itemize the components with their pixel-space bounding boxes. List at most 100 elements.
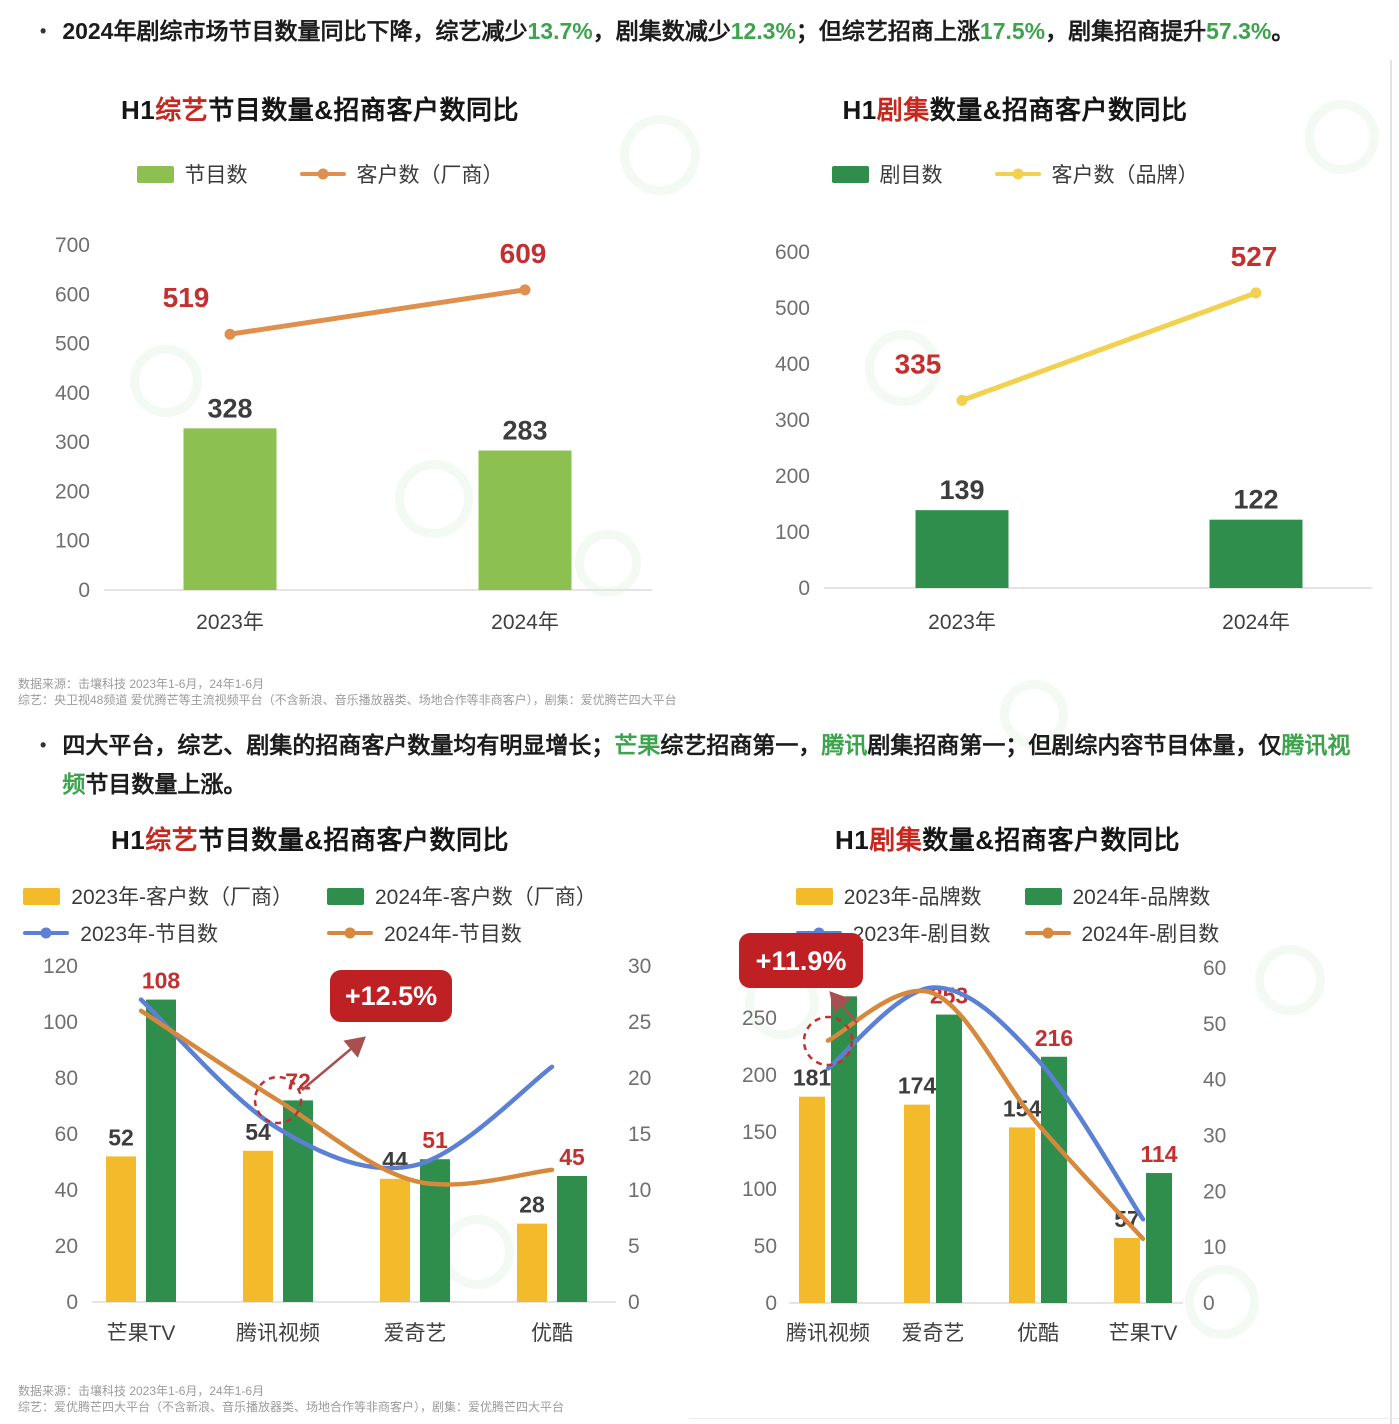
text-segment: 腾讯 <box>821 732 868 758</box>
legend-label: 2023年-品牌数 <box>843 886 982 909</box>
text-segment: 节目数量上涨。 <box>85 771 247 797</box>
svg-text:30: 30 <box>628 955 651 978</box>
chart-title: H1综艺节目数量&招商客户数同比 <box>30 90 610 127</box>
legend-label: 2023年-剧目数 <box>852 923 991 946</box>
bullet-point-2: • 四大平台，综艺、剧集的招商客户数量均有明显增长；芒果综艺招商第一，腾讯剧集招… <box>40 726 1362 804</box>
legend-item: 2023年-品牌数 <box>795 881 991 911</box>
svg-text:120: 120 <box>43 955 78 978</box>
legend-label: 2024年-节目数 <box>384 923 522 946</box>
bullet-text-1: 2024年剧综市场节目数量同比下降，综艺减少13.7%，剧集数减少12.3%；但… <box>62 12 1294 51</box>
legend-bar-swatch-icon <box>23 887 61 905</box>
legend-label: 客户数（品牌） <box>1051 164 1199 187</box>
text-segment: 剧集招商第一；但剧综内容节目体量，仅 <box>867 732 1282 758</box>
svg-text:+11.9%: +11.9% <box>756 946 847 976</box>
svg-text:51: 51 <box>422 1127 448 1153</box>
svg-text:2023年: 2023年 <box>928 611 996 634</box>
text-segment: H1 <box>110 825 146 855</box>
text-segment: 综艺 <box>155 95 209 125</box>
text-segment: 。 <box>1271 18 1295 44</box>
svg-text:335: 335 <box>895 348 942 379</box>
text-segment: 数量&招商客户数同比 <box>922 825 1181 855</box>
legend-label: 2024年-品牌数 <box>1072 886 1211 909</box>
text-segment: H1 <box>842 95 877 125</box>
text-segment: 57.3% <box>1206 18 1272 44</box>
svg-text:139: 139 <box>939 475 984 505</box>
legend-label: 客户数（厂商） <box>356 164 504 187</box>
chart-legend: 2023年-品牌数 2024年-品牌数 2023年-剧目数 2024年-剧目数 <box>725 881 1290 948</box>
text-segment: 节目数量&招商客户数同比 <box>198 825 510 855</box>
svg-text:100: 100 <box>55 530 90 553</box>
svg-text:10: 10 <box>628 1179 651 1202</box>
text-segment: 2024年剧综市场节目数量同比下降，综艺减少 <box>62 18 528 44</box>
svg-text:181: 181 <box>793 1065 832 1091</box>
data-source-note-top: 数据来源：击壤科技 2023年1-6月，24年1-6月 综艺：央卫视48频道 爱… <box>18 676 677 708</box>
svg-text:40: 40 <box>1203 1069 1226 1092</box>
svg-text:700: 700 <box>55 234 90 257</box>
svg-text:114: 114 <box>1140 1141 1177 1167</box>
svg-text:芒果TV: 芒果TV <box>1109 1322 1178 1345</box>
chart-title: H1剧集数量&招商客户数同比 <box>750 90 1280 127</box>
svg-text:0: 0 <box>66 1291 78 1314</box>
legend-line-marker-icon <box>327 927 373 939</box>
svg-text:60: 60 <box>1203 957 1226 980</box>
svg-text:25: 25 <box>628 1011 651 1034</box>
svg-text:优酷: 优酷 <box>1017 1322 1059 1345</box>
growth-badge: +12.5% <box>330 970 452 1022</box>
growth-badge: +11.9% <box>739 933 863 988</box>
svg-text:20: 20 <box>55 1235 78 1258</box>
svg-text:50: 50 <box>1203 1013 1226 1036</box>
svg-text:40: 40 <box>55 1179 78 1202</box>
svg-text:216: 216 <box>1035 1025 1073 1051</box>
source-line: 综艺：央卫视48频道 爱优腾芒等主流视频平台（不含新浪、音乐播放器类、场地合作等… <box>18 693 677 707</box>
svg-text:527: 527 <box>1231 241 1278 272</box>
svg-text:0: 0 <box>798 577 810 600</box>
text-segment: 节目数量&招商客户数同比 <box>208 95 520 125</box>
svg-text:100: 100 <box>775 521 810 544</box>
svg-text:174: 174 <box>898 1073 937 1099</box>
svg-text:500: 500 <box>775 297 810 320</box>
chart-title: H1综艺节目数量&招商客户数同比 <box>30 820 590 857</box>
legend-item: 2023年-客户数（厂商） <box>23 881 293 911</box>
svg-text:芒果TV: 芒果TV <box>107 1322 176 1345</box>
text-segment: H1 <box>120 95 156 125</box>
svg-text:20: 20 <box>628 1067 651 1090</box>
variety-platform-chart-canvas: 0 20 40 60 80 100 120 0 5 10 15 20 25 30 芒果TV 腾讯视频 爱奇艺 优酷… <box>43 955 651 1345</box>
chart-legend: 节目数 客户数（厂商） <box>30 159 610 189</box>
legend-item: 节目数 <box>136 159 248 189</box>
legend-bar-swatch-icon <box>136 165 174 183</box>
variety-yoy-chart-canvas: 0 100 200 300 400 500 600 700 2023年 2024年 328 283 51… <box>55 234 652 634</box>
svg-text:30: 30 <box>1203 1125 1226 1148</box>
svg-text:300: 300 <box>775 409 810 432</box>
text-segment: 综艺招商第一， <box>660 732 822 758</box>
svg-text:0: 0 <box>628 1291 640 1314</box>
svg-text:100: 100 <box>43 1011 78 1034</box>
legend-bar-swatch-icon <box>795 887 833 905</box>
svg-text:250: 250 <box>742 1007 777 1030</box>
legend-label: 2024年-客户数（厂商） <box>375 886 597 909</box>
svg-text:腾讯视频: 腾讯视频 <box>236 1322 320 1345</box>
svg-text:52: 52 <box>108 1124 134 1150</box>
svg-text:300: 300 <box>55 431 90 454</box>
svg-text:爱奇艺: 爱奇艺 <box>384 1322 447 1345</box>
svg-text:0: 0 <box>78 579 90 602</box>
legend-item: 剧目数 <box>831 159 943 189</box>
svg-text:2024年: 2024年 <box>1222 611 1290 634</box>
svg-text:122: 122 <box>1233 485 1278 515</box>
legend-label: 2023年-节目数 <box>80 923 218 946</box>
svg-text:154: 154 <box>1003 1095 1042 1121</box>
legend-line-marker-icon <box>994 168 1041 180</box>
svg-text:+12.5%: +12.5% <box>345 981 437 1011</box>
svg-text:200: 200 <box>55 480 90 503</box>
svg-text:45: 45 <box>559 1144 585 1170</box>
text-segment: 剧集 <box>869 825 923 855</box>
svg-text:200: 200 <box>742 1064 777 1087</box>
text-segment: ，剧集数减少 <box>592 18 731 44</box>
watermark <box>620 115 700 195</box>
svg-text:10: 10 <box>1203 1236 1226 1259</box>
legend-label: 剧目数 <box>879 164 943 187</box>
legend-bar-swatch-icon <box>1024 887 1062 905</box>
svg-text:600: 600 <box>775 241 810 264</box>
svg-text:150: 150 <box>742 1121 777 1144</box>
svg-text:400: 400 <box>55 382 90 405</box>
text-segment: 剧集 <box>876 95 930 125</box>
